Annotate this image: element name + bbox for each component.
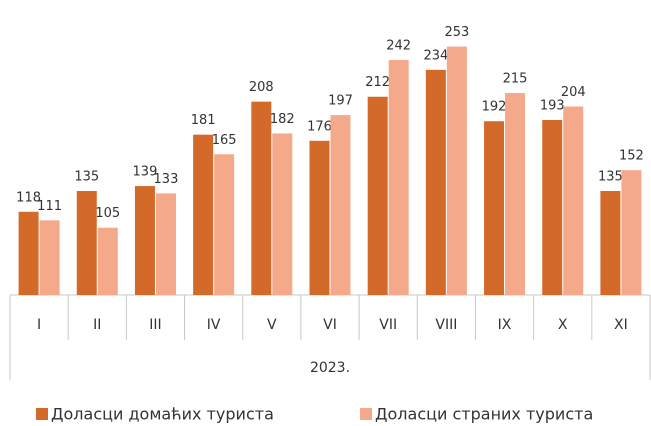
bar — [155, 193, 176, 295]
value-label: 215 — [503, 72, 528, 87]
value-label: 139 — [133, 165, 158, 180]
x-tick-label: IV — [207, 317, 221, 333]
value-label: 152 — [619, 149, 644, 164]
value-label: 133 — [154, 172, 179, 187]
value-label: 208 — [249, 80, 274, 95]
bar — [367, 96, 388, 295]
value-label: 135 — [598, 169, 623, 184]
bar — [505, 93, 526, 295]
bar — [621, 170, 642, 295]
x-tick-label: VI — [323, 317, 337, 333]
x-tick-label: III — [149, 317, 161, 333]
legend-label: Доласци домаћих туриста — [51, 405, 274, 424]
x-tick-label: V — [267, 317, 277, 333]
value-label: 193 — [540, 98, 565, 113]
value-label: 234 — [423, 48, 448, 63]
bar — [484, 121, 505, 295]
legend-swatch — [360, 408, 372, 420]
bar — [97, 227, 118, 295]
bar — [251, 101, 272, 295]
legend-label: Доласци страних туриста — [375, 405, 593, 424]
bar — [425, 69, 446, 295]
x-tick-label: VII — [379, 317, 397, 333]
value-label: 181 — [191, 113, 216, 128]
value-label: 182 — [270, 112, 295, 127]
bar — [272, 133, 293, 295]
bar — [39, 220, 60, 295]
bar — [330, 115, 351, 295]
x-tick-label: I — [37, 317, 41, 333]
value-label: 242 — [386, 39, 411, 54]
value-label: 212 — [365, 75, 390, 90]
value-label: 204 — [561, 85, 586, 100]
bar — [76, 190, 97, 295]
bar — [214, 154, 235, 295]
bar — [388, 60, 409, 296]
bar — [446, 46, 467, 295]
bar — [600, 190, 621, 295]
bar — [542, 119, 563, 295]
bar — [563, 106, 584, 296]
bar — [134, 186, 155, 295]
x-tick-label: X — [558, 317, 568, 333]
x-tick-label: XI — [614, 317, 628, 333]
bar — [309, 140, 330, 295]
x-tick-label: II — [93, 317, 101, 333]
legend-swatch — [36, 408, 48, 420]
bar — [193, 134, 214, 295]
value-label: 176 — [307, 119, 332, 134]
value-label: 135 — [74, 169, 99, 184]
value-label: 105 — [95, 206, 120, 221]
value-label: 111 — [37, 199, 62, 214]
group-label: 2023. — [310, 360, 350, 376]
bar — [18, 211, 39, 295]
x-tick-label: VIII — [435, 317, 457, 333]
value-label: 165 — [212, 133, 237, 148]
value-label: 118 — [16, 190, 41, 205]
value-label: 192 — [482, 100, 507, 115]
value-label: 253 — [444, 25, 469, 40]
x-tick-label: IX — [498, 317, 512, 333]
value-label: 197 — [328, 94, 353, 109]
